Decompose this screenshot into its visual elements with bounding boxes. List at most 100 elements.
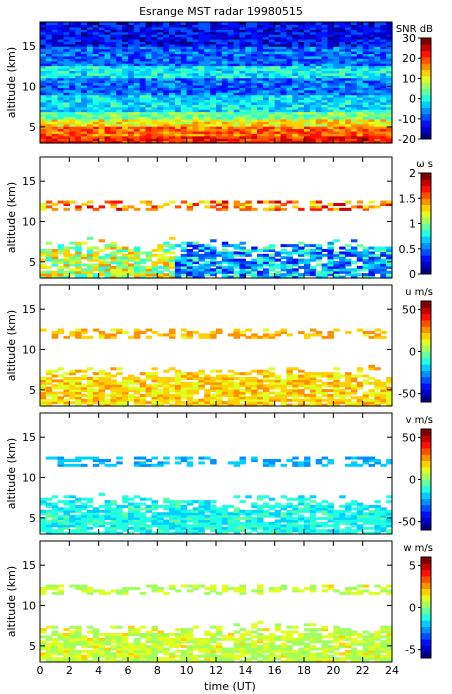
heatmap-cell (298, 275, 305, 279)
heatmap-cell (110, 261, 117, 265)
heatmap-cell (98, 99, 106, 103)
heatmap-cell (345, 130, 352, 134)
heatmap-cell (63, 507, 70, 511)
heatmap-cell (110, 84, 117, 88)
heatmap-cell (151, 70, 158, 74)
heatmap-cell (75, 369, 82, 373)
heatmap-cell (327, 403, 334, 407)
heatmap-cell (333, 251, 340, 255)
heatmap-cell (151, 403, 158, 407)
heatmap-cell (110, 34, 117, 38)
heatmap-cell (116, 246, 123, 250)
heatmap-cell (163, 26, 170, 30)
heatmap-cell (45, 84, 53, 88)
heatmap-cell (92, 60, 100, 64)
heatmap-cell (280, 398, 287, 402)
heatmap-cell (227, 265, 235, 269)
heatmap-cell (274, 41, 282, 45)
heatmap-cell (128, 29, 135, 33)
heatmap-cell (262, 97, 270, 101)
heatmap-cell (233, 130, 241, 134)
heatmap-cell (216, 130, 223, 134)
heatmap-cell (81, 63, 88, 67)
heatmap-cell (104, 46, 111, 50)
heatmap-cell (298, 133, 305, 137)
heatmap-cell (210, 55, 217, 59)
heatmap-cell (333, 58, 340, 62)
heatmap-cell (327, 87, 334, 91)
heatmap-cell (186, 261, 194, 265)
heatmap-cell (368, 22, 375, 26)
heatmap-cell (216, 53, 223, 57)
heatmap-cell (174, 104, 182, 108)
heatmap-cell (216, 89, 223, 93)
heatmap-cell (380, 386, 387, 390)
heatmap-cell (286, 41, 293, 45)
heatmap-cell (75, 123, 82, 127)
heatmap-cell (92, 70, 100, 74)
heatmap-cell (280, 80, 287, 84)
heatmap-cell (386, 48, 393, 52)
heatmap-cell (221, 34, 229, 38)
heatmap-cell (139, 330, 147, 334)
heatmap-cell (69, 507, 76, 511)
heatmap-cell (133, 140, 141, 144)
heatmap-cell (40, 34, 47, 38)
heatmap-cell (315, 99, 323, 103)
heatmap-cell (362, 396, 370, 400)
heatmap-cell (75, 205, 82, 209)
heatmap-cell (298, 123, 305, 127)
heatmap-cell (40, 60, 47, 64)
heatmap-cell (151, 82, 158, 86)
heatmap-cell (98, 273, 106, 277)
heatmap-cell (292, 268, 299, 272)
heatmap-cell (86, 133, 94, 137)
heatmap-cell (98, 53, 106, 57)
heatmap-cell (180, 84, 188, 88)
heatmap-cell (309, 89, 317, 93)
heatmap-cell (157, 376, 164, 380)
heatmap-cell (380, 43, 387, 47)
heatmap-cell (345, 51, 352, 55)
heatmap-cell (292, 275, 299, 279)
heatmap-cell (139, 109, 147, 113)
heatmap-cell (210, 80, 217, 84)
heatmap-cell (86, 275, 94, 279)
heatmap-cell (116, 31, 123, 35)
heatmap-cell (198, 106, 205, 110)
heatmap-cell (356, 367, 364, 371)
heatmap-cell (257, 82, 264, 86)
heatmap-cell (169, 60, 176, 64)
heatmap-cell (157, 403, 164, 407)
colorbar-tick-label: 0.5 (399, 243, 417, 256)
heatmap-cell (245, 379, 252, 383)
heatmap-cell (63, 116, 70, 120)
heatmap-cell (262, 80, 270, 84)
heatmap-cell (315, 251, 323, 255)
heatmap-cell (98, 379, 106, 383)
heatmap-cell (180, 130, 188, 134)
heatmap-cell (40, 265, 47, 269)
heatmap-cell (40, 97, 47, 101)
heatmap-cell (327, 140, 334, 144)
heatmap-cell (268, 77, 276, 81)
heatmap-cell (192, 24, 199, 28)
heatmap-cell (151, 43, 158, 47)
heatmap-cell (268, 67, 276, 71)
colorbar-tick-label: 50 (402, 303, 416, 316)
heatmap-cell (221, 99, 229, 103)
heatmap-cell (333, 77, 340, 81)
heatmap-cell (280, 379, 287, 383)
heatmap-cell (198, 275, 205, 279)
heatmap-cell (57, 268, 65, 272)
heatmap-cell (268, 246, 276, 250)
heatmap-cell (374, 70, 381, 74)
heatmap-cell (57, 273, 65, 277)
heatmap-cell (128, 53, 135, 57)
heatmap-cell (251, 116, 258, 120)
heatmap-cell (374, 55, 381, 59)
heatmap-cell (169, 26, 176, 30)
heatmap-cell (86, 128, 94, 132)
heatmap-cell (63, 275, 70, 279)
heatmap-cell (151, 265, 158, 269)
